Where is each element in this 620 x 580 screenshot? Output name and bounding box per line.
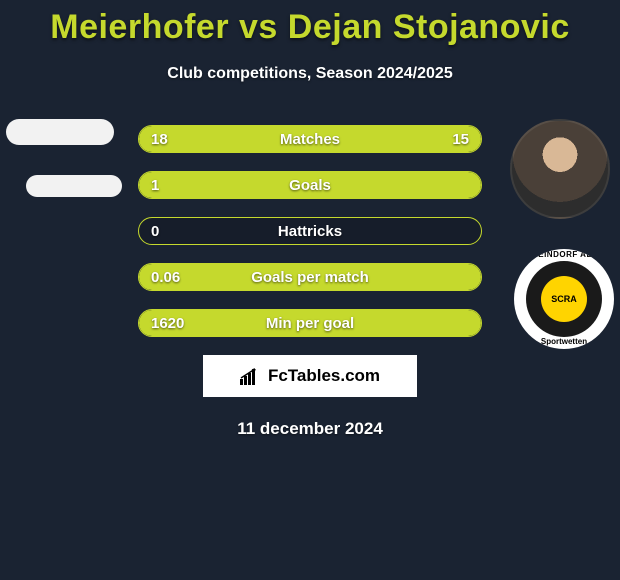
stat-row: 1Goals [138,171,482,199]
stat-label: Goals per match [139,264,481,290]
club-badge-inner: SCRA [526,261,602,337]
comparison-panel: RHEINDORF ALTA SCRA Sportwetten 18Matche… [0,125,620,439]
stat-value-right: 15 [452,126,469,152]
page-subtitle: Club competitions, Season 2024/2025 [0,65,620,83]
player2-avatar [510,119,610,219]
source-logo: FcTables.com [203,355,417,397]
bars-icon [240,367,262,385]
stat-row: 18Matches15 [138,125,482,153]
snapshot-date: 11 december 2024 [0,419,620,439]
stat-label: Goals [139,172,481,198]
stat-label: Hattricks [139,218,481,244]
club-badge-bottom-text: Sportwetten [514,337,614,346]
stat-row: 0Hattricks [138,217,482,245]
stat-label: Matches [139,126,481,152]
left-player-column [6,119,122,227]
source-logo-text: FcTables.com [268,366,380,386]
stat-row: 1620Min per goal [138,309,482,337]
right-player-column: RHEINDORF ALTA SCRA Sportwetten [510,119,614,349]
club-badge-top-text: RHEINDORF ALTA [514,250,614,259]
player1-club-placeholder [26,175,122,197]
club-badge-center: SCRA [541,276,587,322]
stat-rows: 18Matches15 1Goals 0Hattricks 0.06Goals per… [138,125,482,337]
club-badge-acronym: SCRA [551,295,577,304]
page-title: Meierhofer vs Dejan Stojanovic [0,0,620,47]
stat-label: Min per goal [139,310,481,336]
stat-row: 0.06Goals per match [138,263,482,291]
player2-club-badge: RHEINDORF ALTA SCRA Sportwetten [514,249,614,349]
player1-avatar-placeholder [6,119,114,145]
